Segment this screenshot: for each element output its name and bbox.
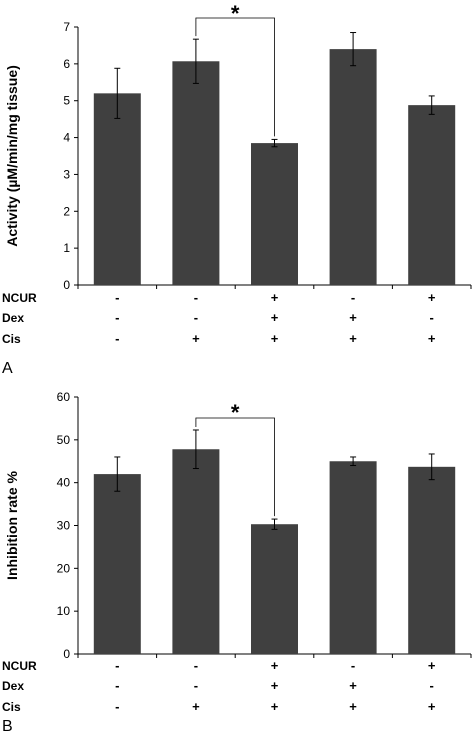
bar	[93, 93, 141, 285]
y-tick-label: 50	[57, 433, 71, 447]
treatment-sign: -	[194, 310, 198, 325]
treatment-row-label: Cis	[2, 700, 21, 714]
treatment-sign: +	[192, 699, 200, 714]
treatment-sign: -	[115, 331, 119, 346]
panel-label: A	[2, 360, 13, 377]
bar	[251, 524, 298, 654]
treatment-sign: +	[349, 699, 357, 714]
y-tick-label: 60	[57, 390, 71, 404]
y-tick-label: 3	[63, 167, 70, 181]
treatment-sign: +	[428, 699, 436, 714]
treatment-sign: -	[194, 678, 198, 693]
y-tick-label: 6	[63, 57, 70, 71]
treatment-sign: -	[430, 678, 434, 693]
y-axis-label: Activity (µM/min/mg tissue)	[4, 65, 20, 247]
chart-panel-a: 0 1 2 3 4 5 6 7 Activity (µM/min/mg tissue) * NCUR…	[2, 1, 472, 377]
treatment-sign: +	[349, 331, 357, 346]
y-axis-label: Inhibition rate %	[4, 471, 20, 580]
y-tick-label: 1	[63, 241, 70, 255]
treatment-sign: -	[115, 678, 119, 693]
treatment-sign: +	[428, 290, 436, 305]
treatment-sign: +	[428, 658, 436, 673]
bar	[172, 449, 220, 654]
significance-bracket	[195, 417, 275, 517]
treatment-sign: +	[192, 331, 200, 346]
y-tick-label: 4	[63, 131, 70, 145]
treatment-sign: +	[349, 310, 357, 325]
y-tick-label: 40	[57, 476, 71, 490]
y-tick-label: 5	[63, 94, 70, 108]
significance-star: *	[231, 1, 240, 26]
significance-bracket	[195, 17, 275, 137]
y-tick-label: 20	[57, 561, 71, 575]
treatment-row-label: Cis	[2, 332, 21, 346]
bar	[329, 49, 377, 285]
treatment-row-label: NCUR	[2, 291, 37, 305]
treatment-sign: -	[351, 290, 355, 305]
treatment-sign: -	[115, 658, 119, 673]
treatment-sign: -	[115, 310, 119, 325]
bar	[251, 143, 298, 285]
treatment-sign: +	[349, 678, 357, 693]
treatment-sign: +	[271, 699, 279, 714]
bar	[329, 461, 377, 654]
treatment-row-label: Dex	[2, 679, 24, 693]
treatment-sign: -	[430, 310, 434, 325]
treatment-sign: +	[428, 331, 436, 346]
y-tick-label: 0	[63, 278, 70, 292]
y-tick-label: 30	[57, 519, 71, 533]
chart-panel-b: 0 10 20 30 40 50 60 Inhibition rate % * NCUR - - + - +…	[2, 390, 472, 735]
bar	[93, 474, 141, 654]
significance-star: *	[231, 400, 240, 425]
y-tick-label: 7	[63, 20, 70, 34]
treatment-row-label: Dex	[2, 311, 24, 325]
treatment-sign: +	[271, 310, 279, 325]
treatment-sign: -	[115, 699, 119, 714]
treatment-row-label: NCUR	[2, 659, 37, 673]
bar	[408, 105, 456, 285]
treatment-sign: +	[271, 658, 279, 673]
treatment-sign: -	[194, 290, 198, 305]
bar	[408, 466, 456, 654]
bar	[172, 61, 220, 285]
treatment-sign: +	[271, 290, 279, 305]
treatment-sign: -	[115, 290, 119, 305]
treatment-sign: +	[271, 678, 279, 693]
panel-label: B	[2, 718, 13, 734]
y-tick-label: 0	[63, 647, 70, 661]
y-tick-label: 2	[63, 204, 70, 218]
y-tick-label: 10	[57, 604, 71, 618]
treatment-sign: -	[351, 658, 355, 673]
treatment-sign: +	[271, 331, 279, 346]
treatment-sign: -	[194, 658, 198, 673]
